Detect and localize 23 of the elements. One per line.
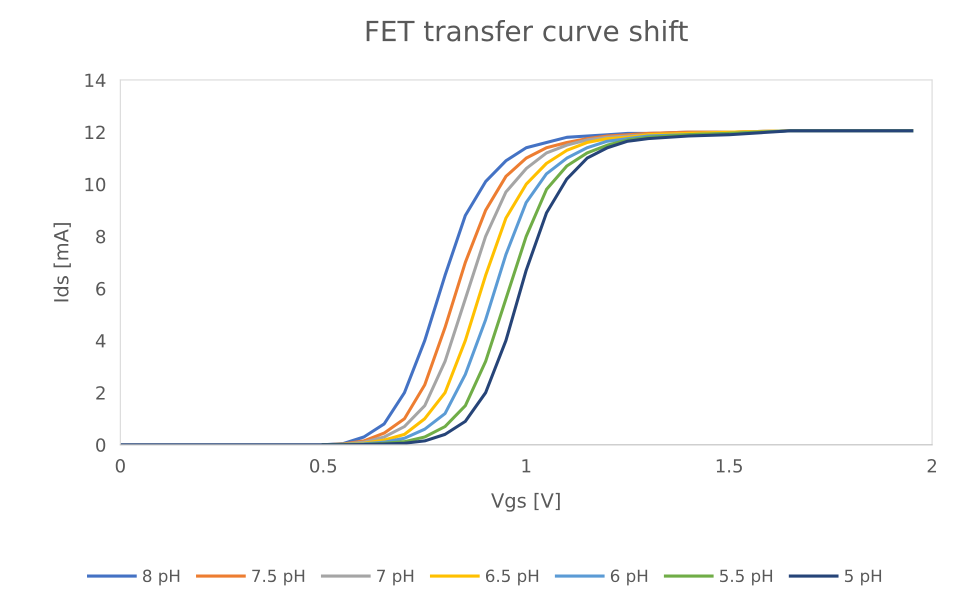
y-tick-label: 2 xyxy=(96,386,105,400)
x-tick-label: 0.5 xyxy=(310,459,336,473)
chart-title: FET transfer curve shift xyxy=(366,20,688,42)
y-tick-label: 8 xyxy=(96,230,106,244)
legend-label: 5 pH xyxy=(844,570,882,586)
legend-label: 7 pH xyxy=(377,570,414,586)
x-tick-label: 0 xyxy=(116,459,125,473)
y-tick-label: 4 xyxy=(96,334,106,348)
x-tick-label: 1 xyxy=(522,459,530,472)
y-tick-label: 12 xyxy=(85,126,105,139)
y-tick-label: 14 xyxy=(85,74,106,87)
legend-label: 8 pH xyxy=(143,570,180,586)
y-tick-label: 0 xyxy=(96,438,106,452)
y-tick-label: 10 xyxy=(85,178,106,192)
x-axis-title: Vgs [V] xyxy=(491,492,560,512)
legend-label: 5.5 pH xyxy=(720,570,772,586)
legend-label: 6 pH xyxy=(610,570,648,586)
x-tick-label: 1.5 xyxy=(716,459,742,473)
legend-label: 6.5 pH xyxy=(486,570,538,586)
x-tick-label: 2 xyxy=(928,459,936,472)
legend-label: 7.5 pH xyxy=(252,570,304,586)
y-tick-label: 6 xyxy=(96,282,106,296)
y-axis-title: Ids [mA] xyxy=(54,223,71,302)
